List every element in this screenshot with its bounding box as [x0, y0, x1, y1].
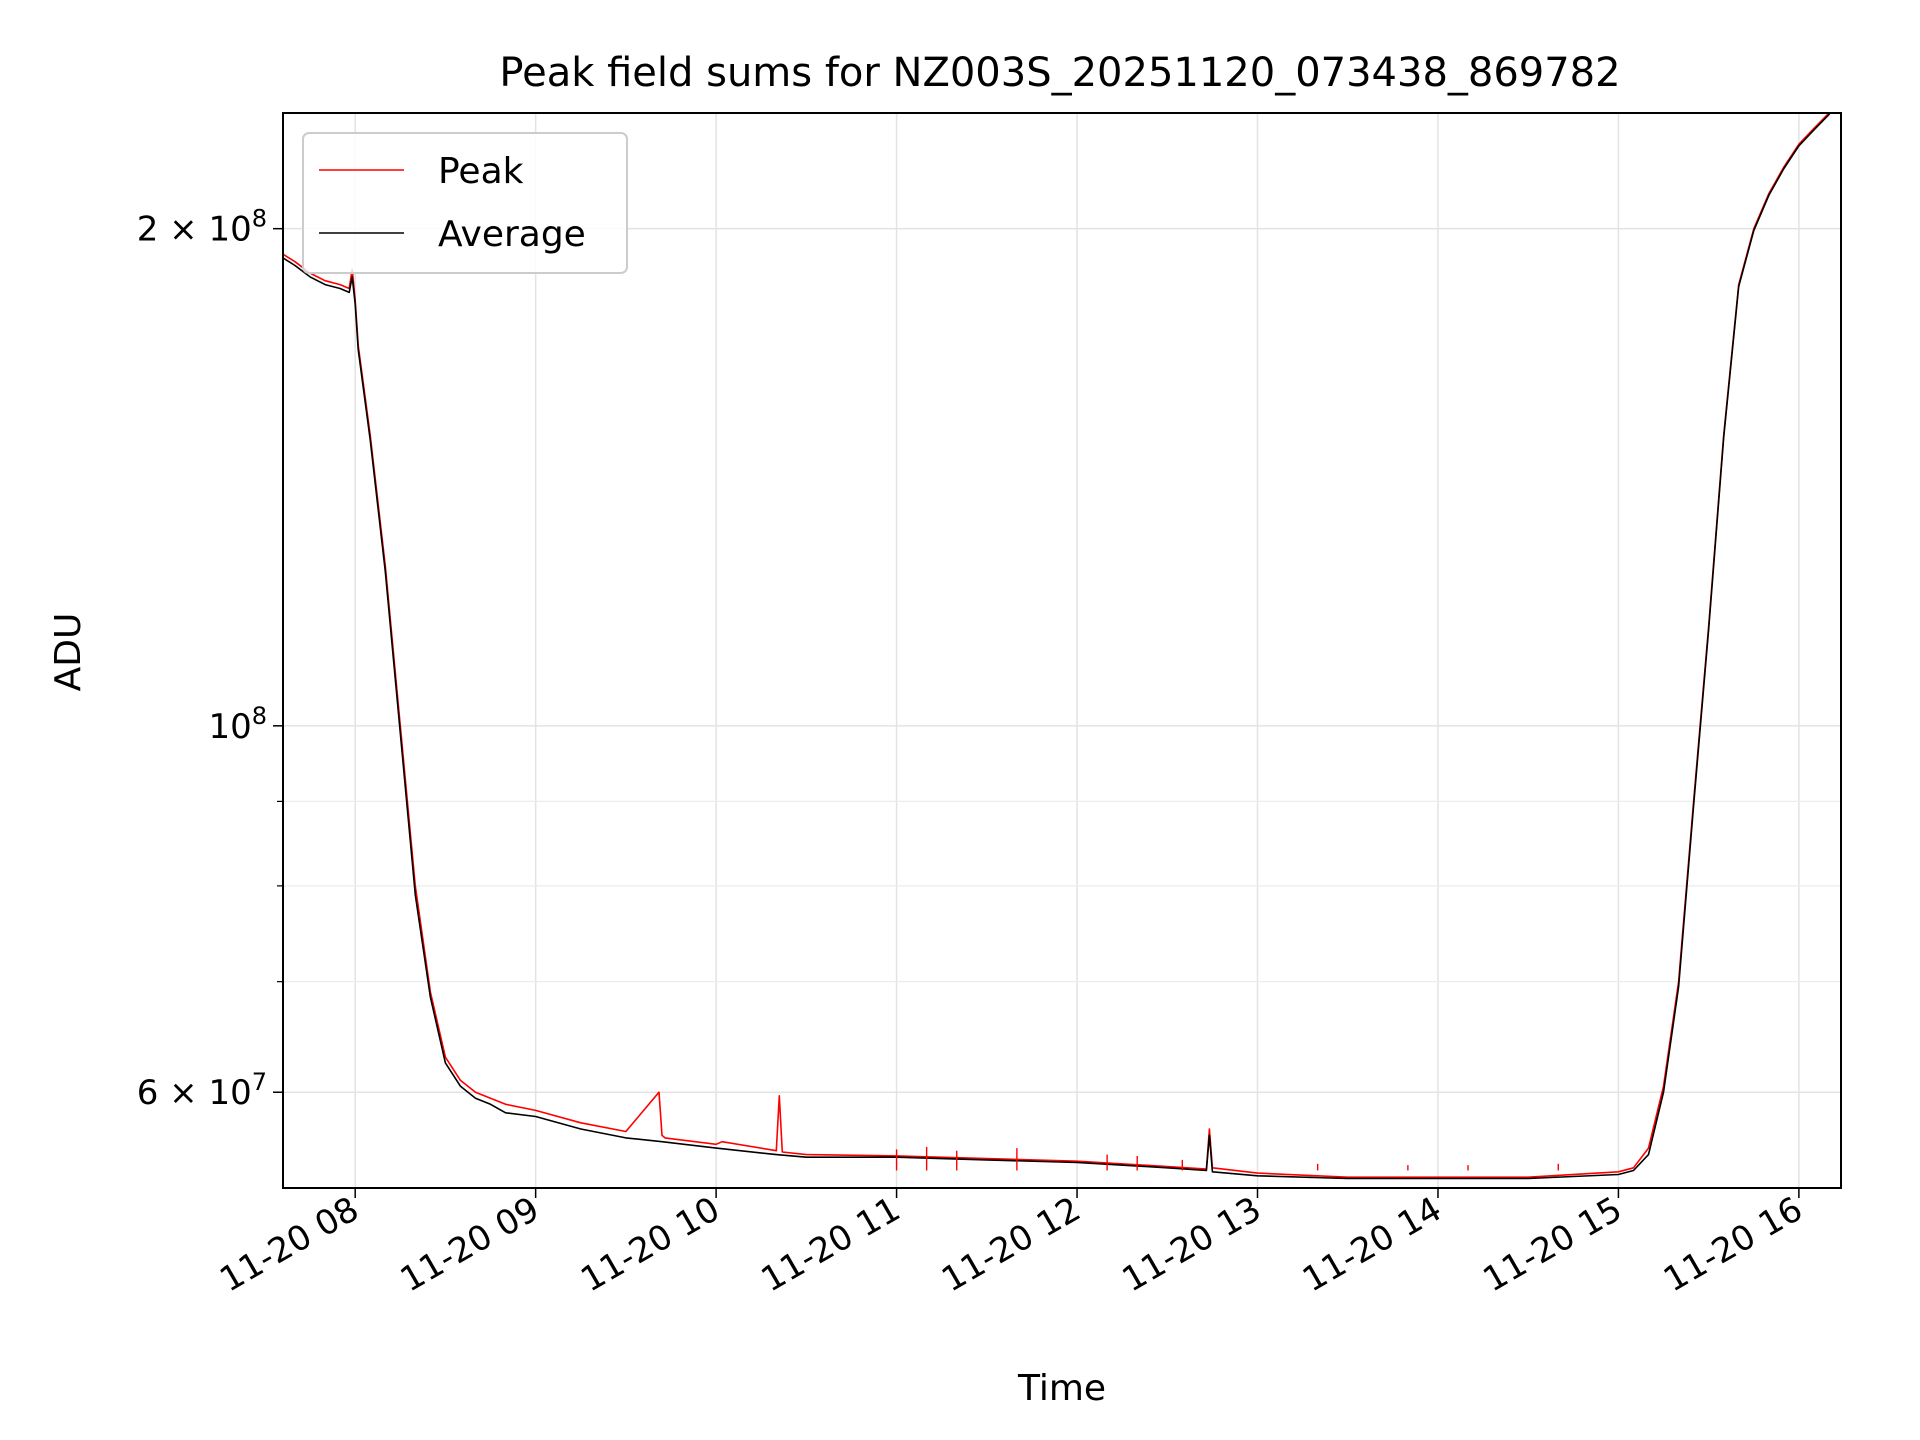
x-axis-ticks: 11-20 08 11-20 09 11-20 10 11-20 11 11-20 12…	[213, 1188, 1809, 1300]
y-axis-label: ADU	[48, 613, 89, 692]
x-tick-label: 11-20 09	[394, 1189, 546, 1300]
legend-label-average: Average	[438, 214, 586, 255]
y-tick-exponent: 7	[252, 1068, 267, 1096]
y-tick-mantissa: 2 ×	[137, 210, 209, 250]
x-tick-label: 11-20 10	[574, 1189, 726, 1300]
chart-title: Peak field sums for NZ003S_20251120_0734…	[499, 50, 1620, 96]
x-tick-label: 11-20 15	[1477, 1189, 1629, 1300]
x-axis-label: Time	[1017, 1368, 1106, 1409]
x-tick-label: 11-20 14	[1296, 1189, 1448, 1300]
y-tick-exponent: 8	[252, 702, 267, 730]
y-tick-label: 108	[208, 702, 267, 747]
y-tick-base: 10	[208, 1073, 251, 1113]
y-tick-label: 2 × 108	[137, 205, 267, 250]
x-tick-label: 11-20 13	[1116, 1189, 1268, 1300]
x-tick-label: 11-20 08	[213, 1189, 365, 1300]
legend-box	[302, 132, 628, 274]
y-tick-base: 10	[208, 210, 251, 250]
y-tick-exponent: 8	[252, 205, 267, 233]
x-tick-label: 11-20 11	[755, 1189, 907, 1300]
grid-lines	[283, 113, 1841, 1188]
legend: Peak Average	[302, 132, 628, 274]
y-tick-base: 10	[208, 707, 251, 747]
plot-area-frame	[282, 112, 1842, 1189]
x-tick-label: 11-20 12	[935, 1189, 1087, 1300]
series-lines	[283, 113, 1831, 1180]
x-tick-label: 11-20 16	[1657, 1189, 1809, 1300]
y-tick-label: 6 × 107	[137, 1068, 267, 1113]
y-tick-mantissa: 6 ×	[137, 1073, 209, 1113]
legend-label-peak: Peak	[438, 151, 524, 192]
